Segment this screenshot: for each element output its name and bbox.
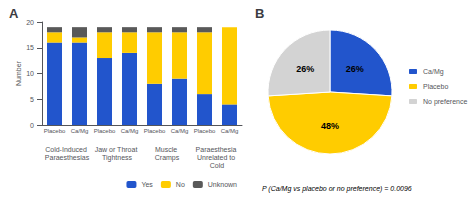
svg-text:P (Ca/Mg vs placebo or no pref: P (Ca/Mg vs placebo or no preference) = … — [262, 185, 412, 193]
svg-text:10: 10 — [26, 70, 34, 77]
svg-text:Placebo: Placebo — [94, 128, 116, 134]
svg-text:No preference: No preference — [423, 98, 467, 106]
svg-text:26%: 26% — [346, 64, 364, 74]
svg-text:Placebo: Placebo — [44, 128, 66, 134]
svg-text:Tightness: Tightness — [102, 154, 133, 162]
svg-text:Paraesthesias: Paraesthesias — [45, 154, 90, 161]
svg-text:Yes: Yes — [141, 181, 153, 188]
svg-text:Unrelated to: Unrelated to — [197, 154, 237, 161]
svg-text:26%: 26% — [296, 64, 314, 74]
svg-text:Cramps: Cramps — [155, 154, 180, 162]
svg-text:Ca/Mg: Ca/Mg — [221, 128, 239, 134]
svg-text:Placebo: Placebo — [423, 83, 448, 90]
svg-text:B: B — [255, 6, 264, 21]
svg-text:Unknown: Unknown — [208, 181, 237, 188]
svg-text:48%: 48% — [321, 121, 339, 131]
svg-text:No: No — [176, 181, 185, 188]
svg-text:Cold: Cold — [210, 162, 225, 169]
svg-text:A: A — [9, 6, 19, 21]
svg-text:Paraesthesia: Paraesthesia — [196, 146, 239, 153]
svg-text:Ca/Mg: Ca/Mg — [121, 128, 139, 134]
svg-text:Ca/Mg: Ca/Mg — [71, 128, 89, 134]
svg-text:Ca/Mg: Ca/Mg — [423, 68, 444, 76]
svg-text:Number: Number — [15, 60, 22, 86]
svg-text:Placebo: Placebo — [144, 128, 166, 134]
svg-text:Ca/Mg: Ca/Mg — [171, 128, 189, 134]
svg-text:Jaw or Throat: Jaw or Throat — [95, 146, 140, 153]
svg-text:20: 20 — [26, 19, 34, 26]
svg-text:Placebo: Placebo — [194, 128, 216, 134]
svg-text:15: 15 — [26, 44, 34, 51]
svg-text:Muscle: Muscle — [155, 146, 179, 153]
svg-text:5: 5 — [30, 96, 34, 103]
svg-text:Cold-Induced: Cold-Induced — [45, 146, 89, 153]
svg-text:0: 0 — [30, 122, 34, 129]
